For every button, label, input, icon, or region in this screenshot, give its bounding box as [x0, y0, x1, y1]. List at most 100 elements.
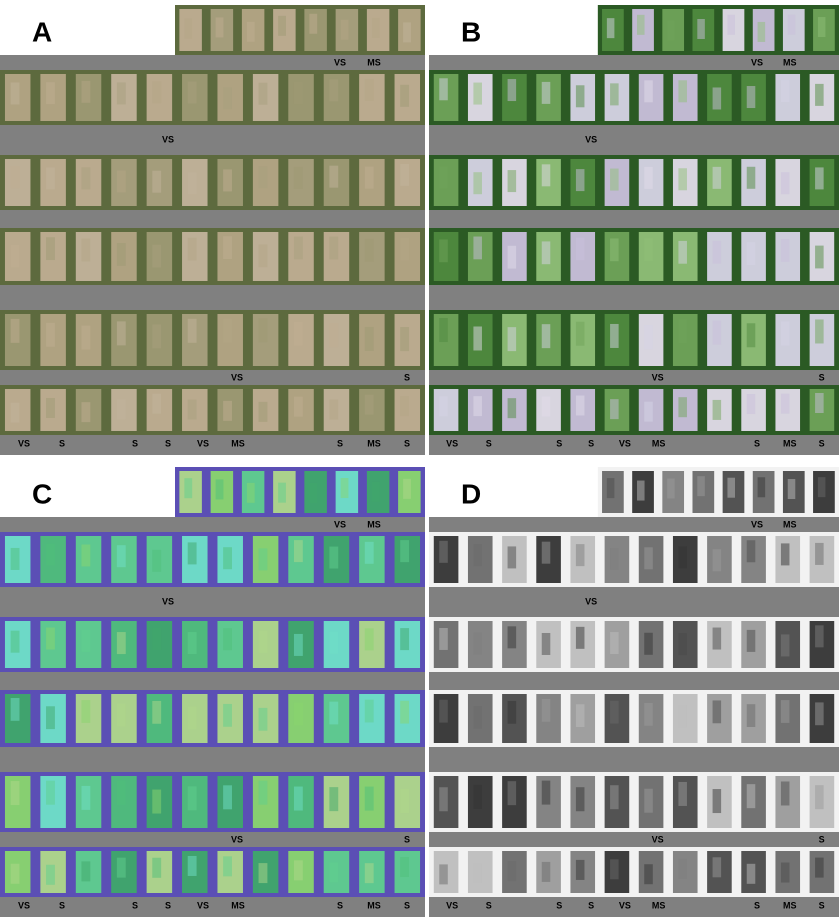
plot-texture: [678, 397, 687, 417]
plot-texture: [678, 241, 687, 264]
plot-texture: [259, 166, 268, 188]
plot-texture: [439, 167, 448, 189]
plot-texture: [781, 700, 790, 723]
plot-texture: [644, 864, 653, 884]
plot-texture: [294, 82, 303, 104]
plot-texture: [46, 398, 55, 418]
plot-texture: [473, 785, 482, 809]
plot-label: VS: [585, 134, 597, 144]
plot-texture: [508, 170, 517, 192]
plot-texture: [439, 700, 448, 723]
plot-texture: [542, 781, 551, 805]
plot-texture: [781, 239, 790, 262]
plot-texture: [152, 790, 161, 814]
gray-strip: [0, 370, 425, 385]
plot-texture: [610, 859, 619, 879]
plot-label: S: [165, 900, 171, 910]
plot-texture: [747, 242, 756, 265]
plot-texture: [610, 548, 619, 570]
plot-texture: [747, 167, 756, 189]
plot-texture: [329, 702, 338, 725]
plot-texture: [607, 478, 615, 498]
plot-texture: [439, 396, 448, 416]
plot-texture: [815, 167, 824, 189]
plot-texture: [697, 19, 705, 39]
plot-texture: [294, 397, 303, 417]
plot-label: S: [556, 438, 562, 448]
plot-texture: [365, 700, 374, 723]
plot-texture: [117, 632, 126, 654]
plot-texture: [329, 323, 338, 347]
plot-texture: [152, 171, 161, 193]
plot-texture: [610, 632, 619, 654]
plot-texture: [818, 477, 826, 497]
plot-texture: [259, 631, 268, 653]
plot-texture: [152, 245, 161, 268]
plot-texture: [815, 858, 824, 878]
plot-texture: [678, 705, 687, 728]
plot-label: MS: [367, 519, 381, 529]
plot-texture: [542, 699, 551, 722]
plot-texture: [576, 169, 585, 191]
plot-texture: [152, 858, 161, 878]
plot-texture: [11, 319, 20, 343]
page: AVSMSVSVSSVSSSSVSMSSMSSBVSMSVSVSSVSSSSVS…: [0, 0, 839, 917]
plot-label: MS: [231, 900, 245, 910]
plot-texture: [400, 85, 409, 107]
plot-texture: [713, 167, 722, 189]
plot-texture: [403, 22, 411, 42]
gray-strip: [0, 210, 425, 228]
plot-texture: [278, 16, 286, 36]
plot-label: MS: [652, 438, 666, 448]
plot-texture: [223, 169, 232, 191]
plot-label: VS: [18, 900, 30, 910]
plot-texture: [758, 477, 766, 497]
gray-strip: [429, 672, 839, 690]
plot-texture: [365, 787, 374, 811]
plot-texture: [46, 706, 55, 729]
plot-texture: [781, 634, 790, 656]
plot-label: S: [588, 900, 594, 910]
plot-texture: [400, 857, 409, 877]
plot-texture: [815, 84, 824, 106]
plot-label: S: [404, 438, 410, 448]
plot-texture: [508, 781, 517, 805]
plot-texture: [473, 172, 482, 194]
plot-texture: [46, 82, 55, 104]
plot-label: MS: [783, 519, 797, 529]
plot-texture: [329, 166, 338, 188]
plot-label: VS: [162, 596, 174, 606]
plot-texture: [713, 628, 722, 650]
plot-texture: [400, 628, 409, 650]
plot-texture: [309, 483, 317, 503]
plot-texture: [365, 863, 374, 883]
plot-texture: [473, 706, 482, 729]
plot-texture: [223, 236, 232, 259]
plot-texture: [667, 479, 675, 499]
plot-texture: [117, 704, 126, 727]
plot-texture: [117, 545, 126, 567]
plot-texture: [81, 630, 90, 652]
plot-texture: [815, 543, 824, 565]
plot-texture: [152, 324, 161, 348]
plot-label: VS: [197, 438, 209, 448]
plot-texture: [309, 14, 317, 34]
plot-label: S: [588, 438, 594, 448]
plot-texture: [610, 238, 619, 261]
plot-texture: [188, 786, 197, 810]
plot-texture: [152, 394, 161, 414]
plot-texture: [439, 78, 448, 100]
plot-texture: [365, 628, 374, 650]
plot-texture: [365, 167, 374, 189]
figure: AVSMSVSVSSVSSSSVSMSSMSSBVSMSVSVSSVSSSSVS…: [0, 0, 839, 917]
plot-texture: [247, 483, 255, 503]
plot-texture: [223, 628, 232, 650]
plot-texture: [576, 85, 585, 107]
plot-texture: [294, 787, 303, 811]
plot-texture: [473, 544, 482, 566]
plot-texture: [117, 82, 126, 104]
plot-label: VS: [231, 834, 243, 844]
plot-texture: [542, 633, 551, 655]
